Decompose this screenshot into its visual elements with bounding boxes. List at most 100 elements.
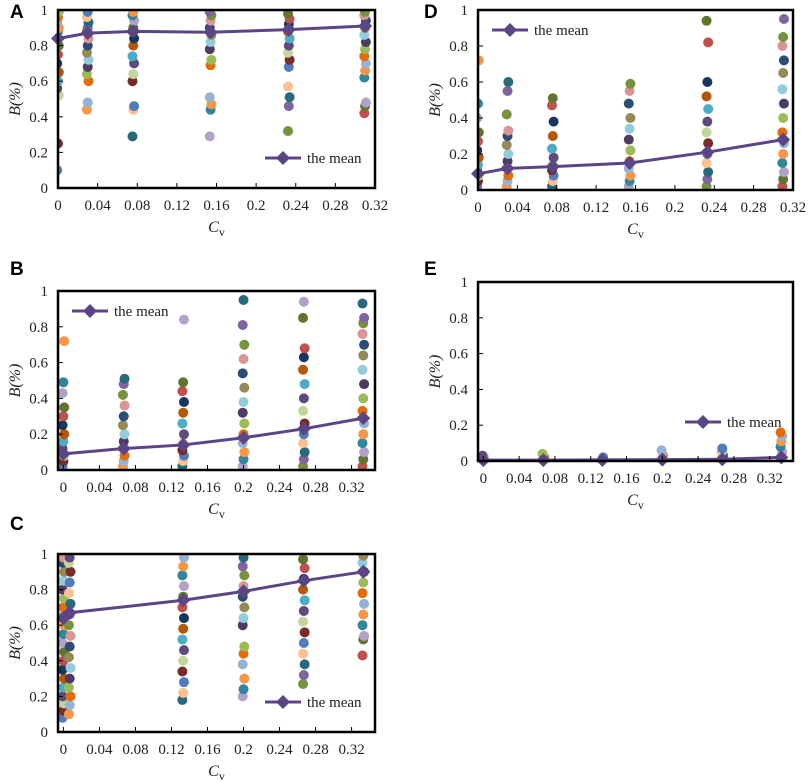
data-point — [178, 396, 189, 407]
y-tick-label: 0.4 — [449, 382, 468, 398]
data-point — [778, 113, 789, 123]
data-point — [237, 368, 248, 379]
data-point — [703, 37, 714, 48]
data-point — [63, 620, 74, 631]
x-tick-label: 0 — [54, 198, 62, 214]
data-point — [656, 445, 667, 456]
plot-frame — [56, 552, 377, 734]
x-tick-label: 0.16 — [622, 200, 649, 216]
x-tick-label: 0.12 — [583, 200, 609, 216]
x-tick-label: 0 — [60, 742, 68, 758]
mean-line — [63, 416, 364, 456]
data-point — [357, 328, 368, 339]
data-point — [777, 158, 788, 168]
data-point — [298, 638, 309, 648]
y-tick-label: 0 — [41, 725, 49, 741]
y-tick-label: 0 — [41, 181, 49, 197]
x-tick-label: 0.24 — [266, 742, 293, 758]
data-point — [58, 67, 64, 78]
x-tick-label: 0.28 — [302, 742, 328, 758]
data-point — [128, 10, 139, 17]
x-axis-title-main: C — [208, 763, 219, 780]
data-point — [623, 98, 634, 109]
data-point — [359, 598, 370, 609]
panel-d: D 0 0.2 0.4 0.6 0.8 1 0 0.04 0.08 0.12 0.16 0.2 0.24 0… — [424, 2, 806, 241]
panel-letter: E — [424, 259, 437, 280]
data-point — [239, 641, 250, 652]
data-point — [298, 584, 309, 595]
data-point — [237, 407, 248, 418]
x-axis-title: Cv — [627, 492, 644, 512]
data-point — [359, 339, 370, 350]
y-tick-label: 0.2 — [29, 689, 48, 705]
data-point — [358, 609, 369, 620]
data-point — [778, 98, 789, 109]
data-point — [358, 393, 369, 404]
y-axis-title: B(%) — [427, 83, 444, 117]
x-axis-title-sub: v — [638, 498, 644, 512]
data-point — [623, 134, 634, 145]
panel-letter: C — [10, 514, 24, 535]
data-point — [177, 418, 188, 429]
data-point — [63, 588, 74, 599]
data-point — [127, 131, 138, 142]
y-tick-label: 1 — [41, 3, 49, 19]
data-point — [64, 641, 75, 652]
y-tick-label: 1 — [41, 547, 49, 563]
panel-letter: D — [424, 2, 438, 23]
x-axis-title-main: C — [627, 221, 638, 238]
x-tick-label: 0.28 — [322, 198, 348, 214]
data-point — [503, 149, 514, 159]
y-tick-label: 0.4 — [29, 110, 48, 126]
data-point — [777, 41, 788, 51]
data-point — [478, 127, 484, 138]
data-point — [239, 418, 250, 429]
panel-c: C 0 0.2 0.4 0.6 0.8 1 0 0.04 0.08 0.12 0.16 0.2 0.24 0… — [7, 514, 377, 782]
mean-marker — [176, 593, 191, 608]
legend-label: the mean — [727, 415, 782, 431]
data-point — [178, 407, 189, 418]
data-point — [548, 152, 559, 163]
x-tick-label: 0 — [480, 471, 488, 487]
legend-marker — [503, 23, 517, 37]
x-axis-title-main: C — [208, 219, 219, 236]
data-point — [778, 14, 789, 24]
data-point — [58, 411, 69, 422]
panel-letter: A — [10, 2, 24, 23]
data-point — [283, 81, 294, 92]
data-point — [701, 127, 712, 138]
mean-line — [62, 570, 364, 620]
data-point — [63, 709, 74, 720]
y-tick-label: 0.4 — [449, 111, 468, 127]
data-point — [177, 666, 188, 677]
mean-marker — [126, 24, 141, 39]
y-tick-label: 0.4 — [29, 391, 48, 407]
data-point — [117, 420, 128, 431]
mean-marker — [236, 584, 251, 599]
legend: the mean — [265, 695, 362, 711]
mean-marker — [545, 159, 560, 174]
data-point — [58, 10, 64, 17]
y-axis-title: B(%) — [7, 626, 24, 660]
data-point — [502, 86, 513, 96]
x-tick-label: 0.04 — [86, 742, 113, 758]
x-axis-title: Cv — [208, 763, 225, 782]
x-tick-label: 0.12 — [164, 198, 190, 214]
data-point — [58, 90, 64, 101]
mean-marker — [622, 156, 637, 170]
data-point — [298, 670, 309, 681]
mean-marker — [296, 573, 311, 588]
data-point — [358, 554, 369, 561]
data-point — [359, 379, 370, 390]
data-point — [178, 377, 189, 388]
data-point — [501, 140, 512, 150]
data-point — [58, 664, 68, 675]
data-point — [204, 92, 215, 103]
x-axis-title-main: C — [627, 492, 638, 509]
legend: the mean — [685, 415, 782, 431]
y-tick-label: 0.6 — [449, 75, 468, 91]
y-tick-label: 0.6 — [29, 618, 48, 634]
data-point — [206, 54, 217, 65]
x-axis-title: Cv — [627, 221, 644, 241]
data-point — [63, 652, 74, 663]
